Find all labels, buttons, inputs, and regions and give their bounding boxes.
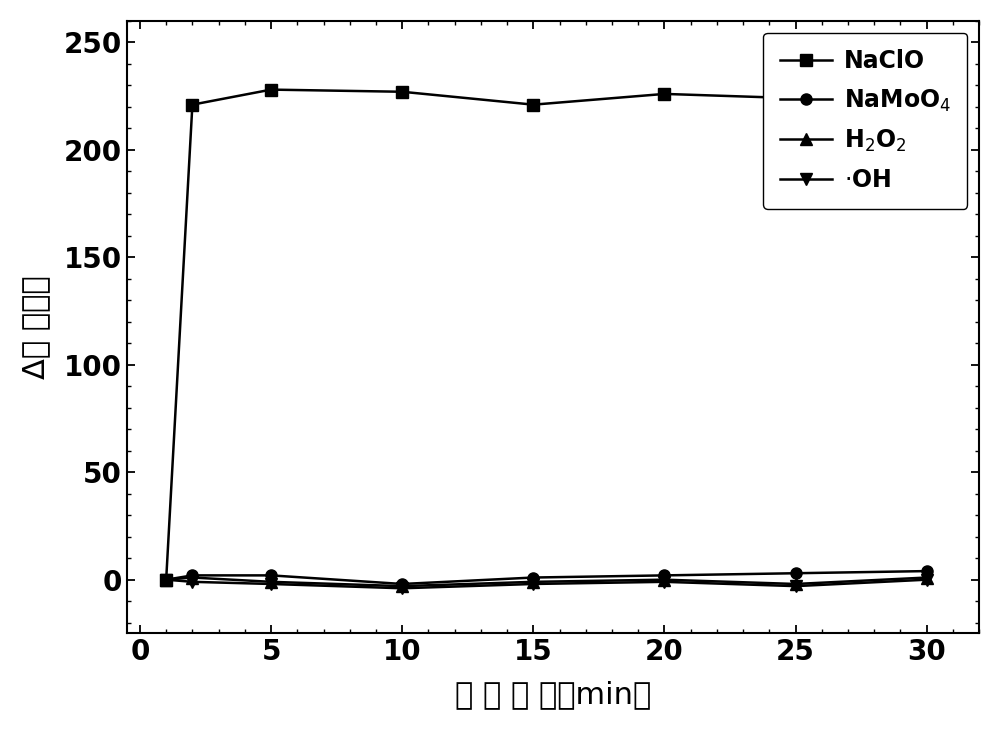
$\cdot$OH xyxy=(921,575,933,584)
NaClO xyxy=(527,100,539,109)
$\cdot$OH xyxy=(790,582,802,591)
H$_2$O$_2$ xyxy=(790,580,802,588)
NaMoO$_4$ xyxy=(160,575,172,584)
NaMoO$_4$ xyxy=(186,571,198,580)
NaClO xyxy=(265,85,277,94)
Y-axis label: Δ发 光强度: Δ发 光强度 xyxy=(21,275,50,379)
Line: NaClO: NaClO xyxy=(161,84,932,585)
NaMoO$_4$ xyxy=(396,580,408,588)
H$_2$O$_2$ xyxy=(658,575,670,584)
NaMoO$_4$ xyxy=(921,566,933,575)
$\cdot$OH xyxy=(658,577,670,586)
NaClO xyxy=(658,90,670,99)
H$_2$O$_2$ xyxy=(186,573,198,582)
NaClO xyxy=(186,100,198,109)
H$_2$O$_2$ xyxy=(921,573,933,582)
H$_2$O$_2$ xyxy=(396,582,408,591)
H$_2$O$_2$ xyxy=(265,577,277,586)
Line: NaMoO$_4$: NaMoO$_4$ xyxy=(161,566,932,590)
NaClO xyxy=(396,88,408,96)
$\cdot$OH xyxy=(265,580,277,588)
$\cdot$OH xyxy=(396,584,408,593)
NaMoO$_4$ xyxy=(265,571,277,580)
NaClO xyxy=(790,94,802,103)
NaMoO$_4$ xyxy=(527,573,539,582)
Legend: NaClO, NaMoO$_4$, H$_2$O$_2$, $\cdot$OH: NaClO, NaMoO$_4$, H$_2$O$_2$, $\cdot$OH xyxy=(763,33,967,209)
H$_2$O$_2$ xyxy=(527,577,539,586)
$\cdot$OH xyxy=(186,577,198,586)
NaClO xyxy=(160,575,172,584)
NaClO xyxy=(921,92,933,101)
X-axis label: 响 应 时 间（min）: 响 应 时 间（min） xyxy=(455,680,651,709)
NaMoO$_4$ xyxy=(658,571,670,580)
Line: $\cdot$OH: $\cdot$OH xyxy=(161,574,932,593)
$\cdot$OH xyxy=(160,575,172,584)
NaMoO$_4$ xyxy=(790,569,802,577)
$\cdot$OH xyxy=(527,580,539,588)
Line: H$_2$O$_2$: H$_2$O$_2$ xyxy=(161,572,932,592)
H$_2$O$_2$ xyxy=(160,575,172,584)
